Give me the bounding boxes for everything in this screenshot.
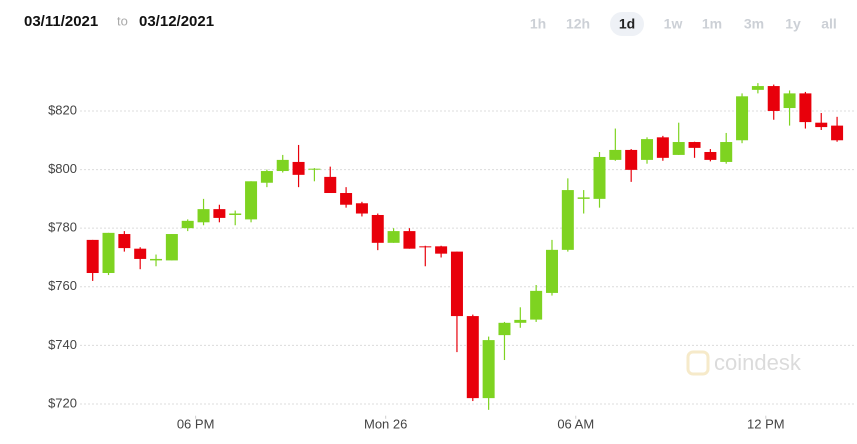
candle-body: [783, 93, 796, 109]
y-tick-label: $760: [48, 278, 77, 293]
y-tick-label: $800: [48, 161, 77, 176]
candle-body: [165, 234, 178, 261]
y-tick-label: $740: [48, 337, 77, 352]
watermark-text: coindesk: [714, 350, 802, 375]
candle-body: [656, 137, 669, 158]
candle-body: [530, 290, 543, 320]
x-tick-label: 06 AM: [557, 416, 594, 431]
candle-body: [577, 197, 590, 199]
candle-body: [197, 209, 210, 223]
date-from: 03/11/2021: [24, 13, 98, 30]
candle-body: [292, 161, 305, 175]
candle-body: [466, 316, 479, 399]
candle-body: [831, 125, 844, 141]
watermark-logo: [686, 350, 710, 376]
candle-body: [482, 340, 495, 399]
candle-body: [815, 122, 828, 128]
range-button[interactable]: 1w: [664, 16, 683, 32]
candle-body: [403, 231, 416, 249]
candle-body: [767, 86, 780, 111]
candle-body: [450, 251, 463, 317]
range-button[interactable]: 3m: [744, 16, 764, 32]
candle-body: [134, 248, 147, 259]
candle-body: [514, 319, 527, 323]
candle-body: [118, 234, 131, 249]
candle-body: [371, 214, 384, 243]
candle-body: [260, 171, 273, 183]
candle-body: [545, 249, 558, 293]
range-button[interactable]: 1y: [785, 16, 801, 32]
candle-body: [181, 220, 194, 229]
watermark: coindesk: [686, 350, 802, 376]
range-button[interactable]: 1m: [702, 16, 722, 32]
candle-body: [720, 142, 733, 162]
candle-body: [672, 142, 685, 155]
candle-body: [688, 142, 701, 148]
candle-body: [86, 239, 99, 274]
candle-body: [561, 190, 574, 250]
candle-body: [245, 181, 258, 220]
candle-body: [419, 246, 432, 248]
x-tick-label: 06 PM: [177, 416, 215, 431]
date-separator: to: [117, 13, 128, 28]
candle-body: [150, 258, 163, 261]
candle-body: [641, 139, 654, 160]
candle-body: [102, 232, 115, 274]
candle-body: [340, 193, 353, 205]
candle-body: [387, 231, 400, 243]
candle-body: [308, 168, 321, 170]
y-tick-label: $820: [48, 102, 77, 117]
date-to: 03/12/2021: [139, 13, 214, 30]
candle-body: [324, 176, 337, 194]
range-selected-bg: [610, 12, 644, 36]
candle-body: [704, 151, 717, 160]
candle-body: [751, 86, 764, 90]
candle-body: [276, 159, 289, 172]
candle-body: [609, 149, 622, 160]
candle-body: [213, 209, 226, 218]
x-tick-label: 12 PM: [747, 416, 785, 431]
candle-body: [355, 203, 368, 214]
candle-body: [799, 93, 812, 123]
range-button[interactable]: all: [821, 16, 837, 32]
y-tick-label: $720: [48, 395, 77, 410]
candle-body: [736, 96, 749, 141]
range-button[interactable]: 1d: [619, 16, 635, 32]
range-button[interactable]: 1h: [530, 16, 546, 32]
y-tick-label: $780: [48, 220, 77, 235]
candle-body: [498, 322, 511, 336]
x-tick-label: Mon 26: [364, 416, 407, 431]
candle-body: [625, 149, 638, 170]
candle-body: [435, 246, 448, 254]
candle-body: [593, 156, 606, 199]
range-button[interactable]: 12h: [566, 16, 590, 32]
candle-body: [229, 213, 242, 215]
